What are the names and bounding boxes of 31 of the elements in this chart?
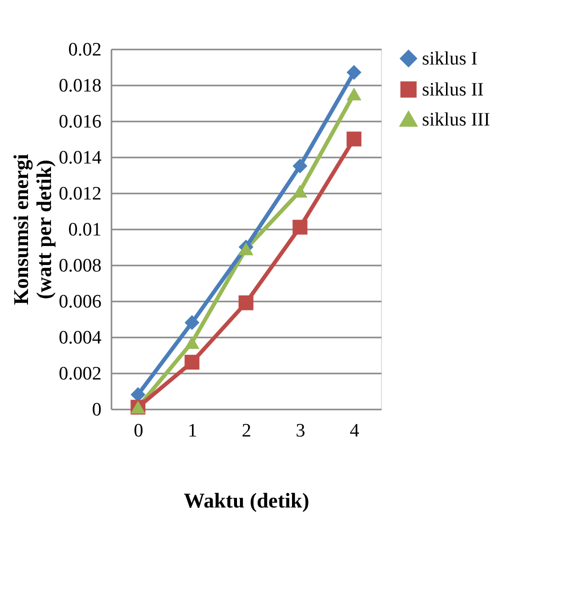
x-tick-label: 2 bbox=[242, 420, 252, 442]
y-tick-label: 0 bbox=[92, 400, 102, 420]
legend-label: siklus I bbox=[422, 48, 478, 70]
point bbox=[292, 184, 308, 198]
x-tick-label: 0 bbox=[134, 420, 144, 442]
point bbox=[292, 158, 308, 174]
point bbox=[346, 64, 362, 80]
legend-label: siklus II bbox=[422, 80, 484, 100]
y-tick-label: 0.014 bbox=[58, 148, 102, 168]
point bbox=[184, 354, 200, 370]
y-tick-label: 0.012 bbox=[58, 184, 102, 204]
x-tick-label: 4 bbox=[350, 420, 360, 442]
x-tick-label: 3 bbox=[296, 420, 306, 442]
y-tick-label: 0.004 bbox=[58, 328, 102, 348]
y-tick-label: 0.02 bbox=[68, 40, 102, 60]
y-tick-label: 0.01 bbox=[68, 220, 102, 240]
point bbox=[184, 336, 200, 349]
point bbox=[346, 132, 362, 146]
y-tick-label: 0.008 bbox=[58, 256, 102, 276]
y-tick-label: 0.016 bbox=[58, 112, 102, 132]
point bbox=[184, 315, 200, 330]
point bbox=[346, 88, 362, 100]
y-tick-label: 0.002 bbox=[58, 364, 102, 384]
point bbox=[238, 295, 254, 310]
y-tick-label: 0.018 bbox=[58, 76, 102, 96]
x-axis-title: Waktu (detik) bbox=[184, 488, 310, 512]
point bbox=[292, 220, 308, 235]
y-axis-title: Konsumsi energi (watt per detik) bbox=[8, 154, 56, 306]
y-tick-label: 0.006 bbox=[58, 292, 102, 312]
x-tick-label: 1 bbox=[188, 420, 198, 442]
legend-label: siklus III bbox=[422, 110, 490, 130]
